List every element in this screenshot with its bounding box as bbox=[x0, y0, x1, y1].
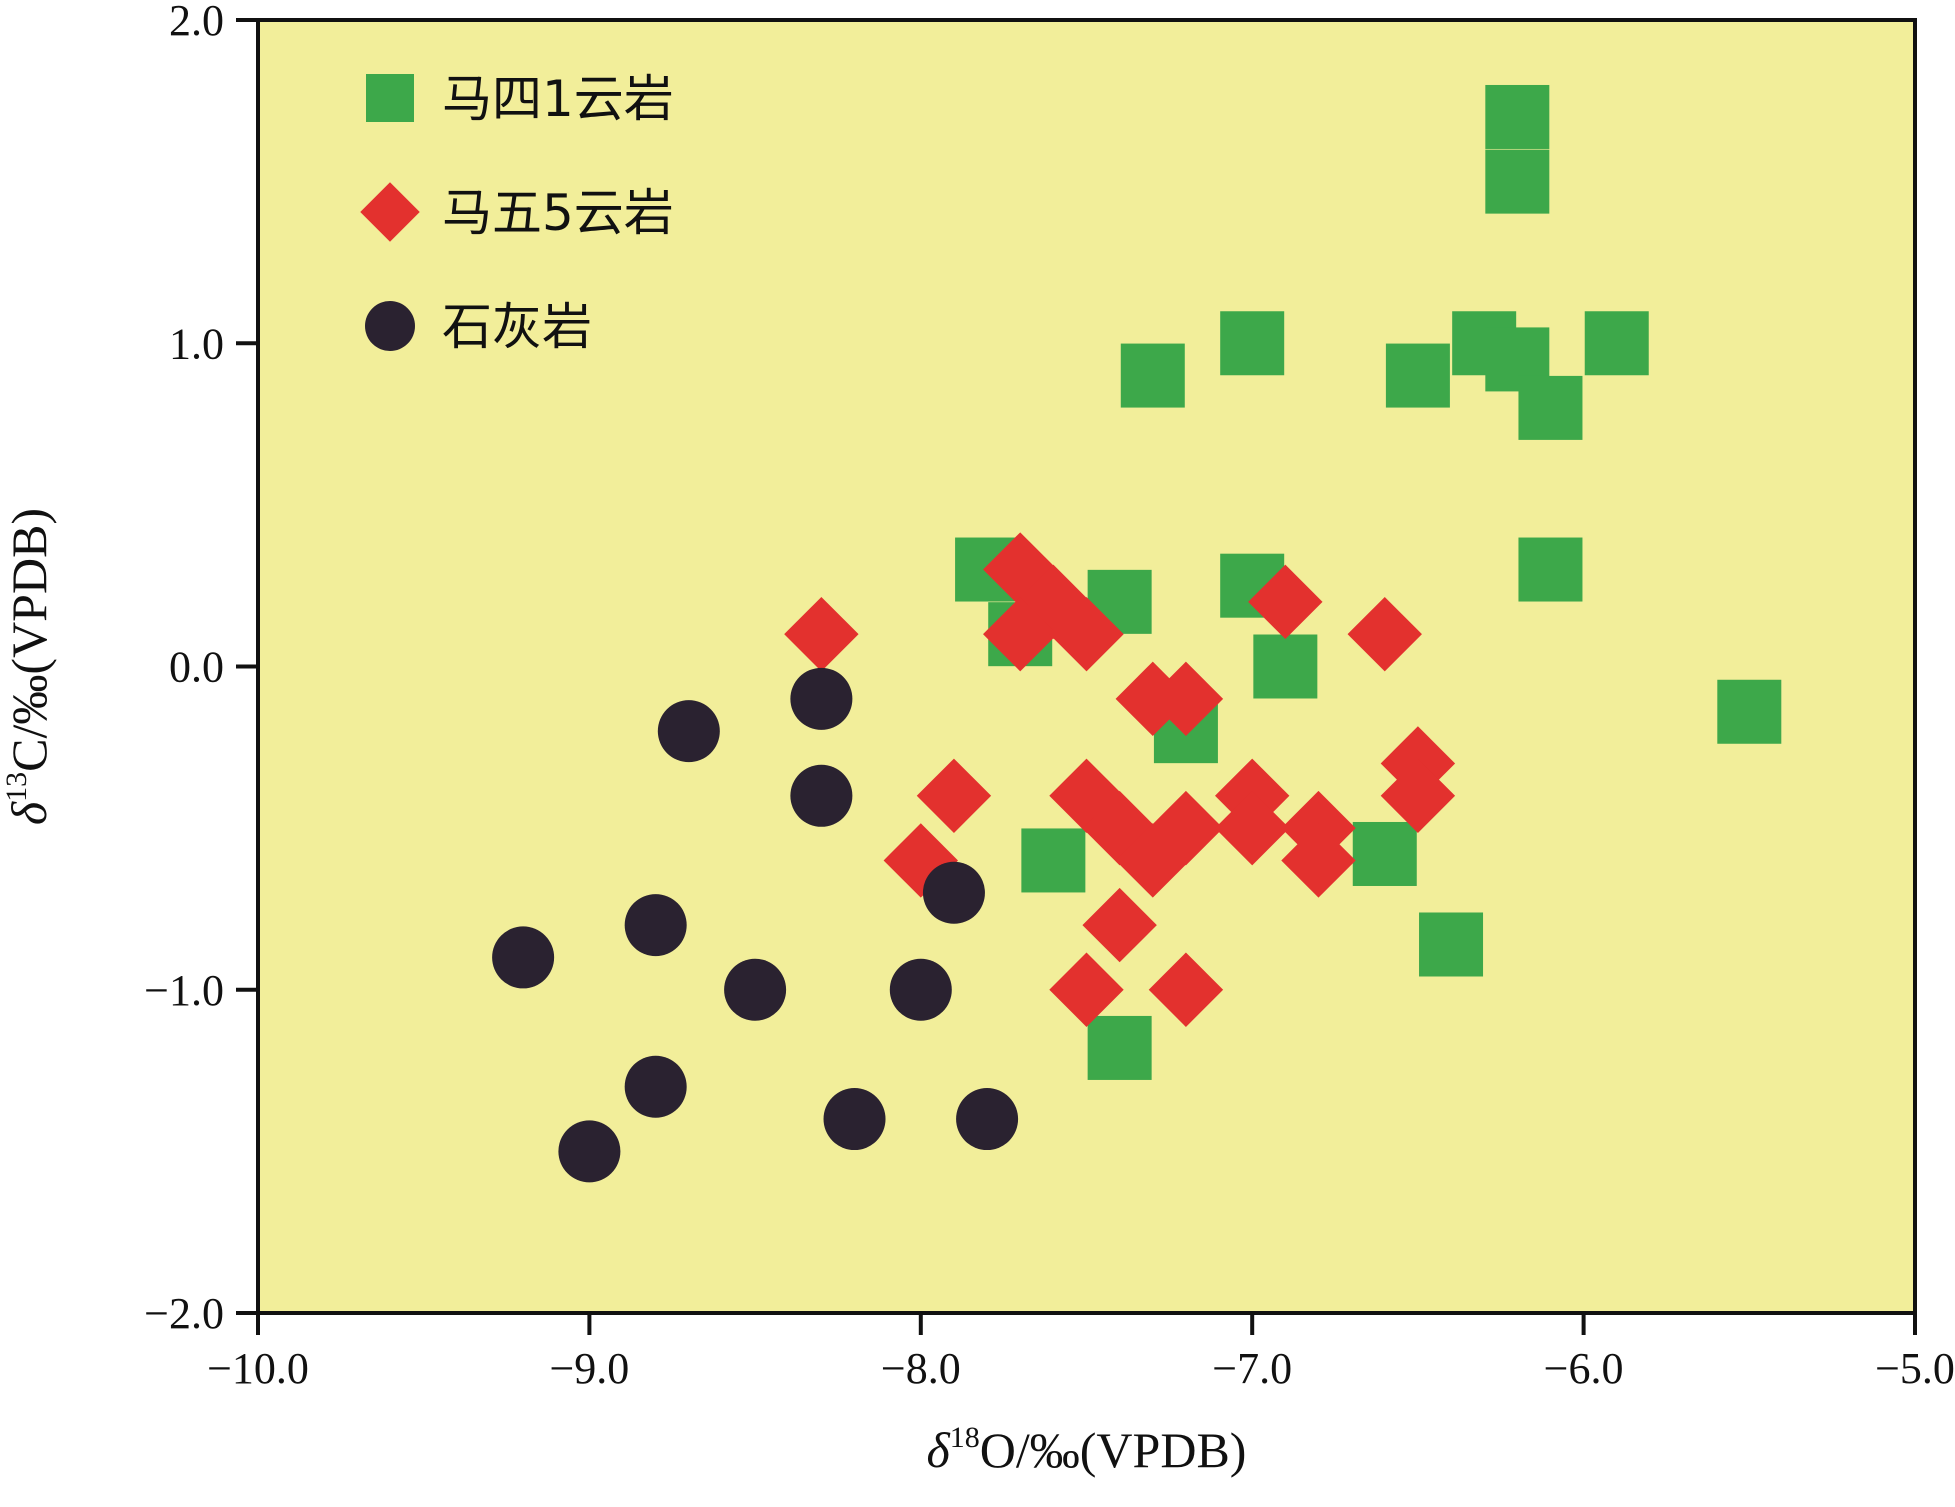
data-point-circle bbox=[922, 861, 985, 924]
legend-item: 马四1云岩 bbox=[366, 70, 674, 128]
y-tick-label: 0.0 bbox=[169, 643, 224, 692]
data-point-square bbox=[1485, 84, 1550, 149]
data-point-circle bbox=[657, 700, 720, 763]
data-point-square bbox=[1120, 343, 1185, 408]
data-point-square bbox=[1220, 311, 1285, 376]
legend-item: 马五5云岩 bbox=[360, 182, 674, 242]
x-axis-title-superscript: 18 bbox=[950, 1421, 980, 1454]
legend-item: 石灰岩 bbox=[365, 298, 592, 356]
y-axis-title-superscript: 13 bbox=[0, 772, 33, 802]
x-tick-label: −7.0 bbox=[1212, 1344, 1292, 1393]
x-tick-label: −8.0 bbox=[881, 1344, 961, 1393]
legend-marker-circle bbox=[365, 301, 415, 351]
data-point-diamond bbox=[916, 758, 992, 833]
data-point-circle bbox=[889, 958, 952, 1021]
data-point-square bbox=[1584, 311, 1649, 376]
data-point-diamond bbox=[1115, 823, 1190, 898]
data-point-square bbox=[1087, 1015, 1152, 1080]
data-point-square bbox=[1021, 828, 1086, 893]
data-point-circle bbox=[492, 926, 555, 989]
data-point-square bbox=[1385, 343, 1450, 408]
axis-ticks: −10.0 −9.0 −8.0 −7.0 −6.0 −5.0 −2.0 −1.0 0.0 1.0 2… bbox=[144, 0, 1955, 1393]
data-point-diamond bbox=[1148, 661, 1224, 737]
data-point-circle bbox=[790, 764, 853, 827]
data-point-diamond bbox=[1049, 952, 1124, 1027]
x-axis-title-delta: δ bbox=[927, 1422, 951, 1478]
legend-label: 石灰岩 bbox=[442, 298, 592, 356]
data-point-diamond bbox=[1248, 564, 1323, 640]
data-point-diamond bbox=[983, 596, 1058, 672]
data-point-square bbox=[1419, 912, 1484, 977]
data-point-square bbox=[1518, 375, 1583, 440]
data-point-diamond bbox=[1281, 823, 1356, 898]
x-tick-label: −9.0 bbox=[549, 1344, 629, 1393]
data-point-diamond bbox=[784, 596, 859, 672]
x-tick-label: −10.0 bbox=[207, 1344, 309, 1393]
data-point-square bbox=[1253, 634, 1318, 699]
data-point-diamond bbox=[1049, 596, 1124, 672]
legend-marker-diamond bbox=[360, 182, 420, 242]
data-point-circle bbox=[790, 667, 853, 730]
y-axis-title-delta: δ bbox=[1, 801, 57, 825]
y-axis-title: δ13C/‰(VPDB) bbox=[0, 508, 57, 825]
data-points bbox=[492, 84, 1782, 1183]
data-point-diamond bbox=[1380, 758, 1456, 833]
legend-label: 马五5云岩 bbox=[442, 184, 674, 242]
data-point-square bbox=[1352, 821, 1417, 886]
data-point-square bbox=[1717, 679, 1782, 744]
series-circle bbox=[492, 667, 1019, 1183]
data-point-diamond bbox=[1347, 596, 1422, 672]
data-point-diamond bbox=[1215, 790, 1290, 866]
data-point-circle bbox=[724, 958, 787, 1021]
y-tick-label: 2.0 bbox=[169, 0, 224, 45]
x-axis-title: δ18O/‰(VPDB) bbox=[927, 1421, 1247, 1478]
data-point-diamond bbox=[1148, 790, 1224, 866]
legend-label: 马四1云岩 bbox=[442, 70, 674, 128]
data-point-circle bbox=[823, 1088, 886, 1151]
data-point-circle bbox=[624, 894, 687, 957]
series-diamond bbox=[784, 532, 1456, 1027]
x-tick-label: −6.0 bbox=[1544, 1344, 1624, 1393]
data-point-circle bbox=[956, 1088, 1019, 1151]
y-tick-label: −2.0 bbox=[144, 1289, 224, 1338]
y-tick-label: −1.0 bbox=[144, 966, 224, 1015]
data-point-diamond bbox=[883, 823, 958, 898]
data-point-square bbox=[1518, 537, 1583, 602]
x-tick-label: −5.0 bbox=[1875, 1344, 1955, 1393]
data-point-diamond bbox=[1082, 887, 1157, 963]
data-point-square bbox=[1485, 149, 1550, 214]
data-point-circle bbox=[558, 1120, 621, 1183]
y-tick-label: 1.0 bbox=[169, 319, 224, 368]
legend-marker-square bbox=[366, 74, 414, 122]
data-point-diamond bbox=[1049, 758, 1124, 833]
data-point-circle bbox=[624, 1055, 687, 1118]
x-axis-title-rest: O/‰(VPDB) bbox=[980, 1422, 1247, 1478]
data-point-diamond bbox=[1148, 952, 1224, 1027]
y-axis-title-rest: C/‰(VPDB) bbox=[1, 508, 57, 772]
data-point-diamond bbox=[983, 532, 1058, 607]
